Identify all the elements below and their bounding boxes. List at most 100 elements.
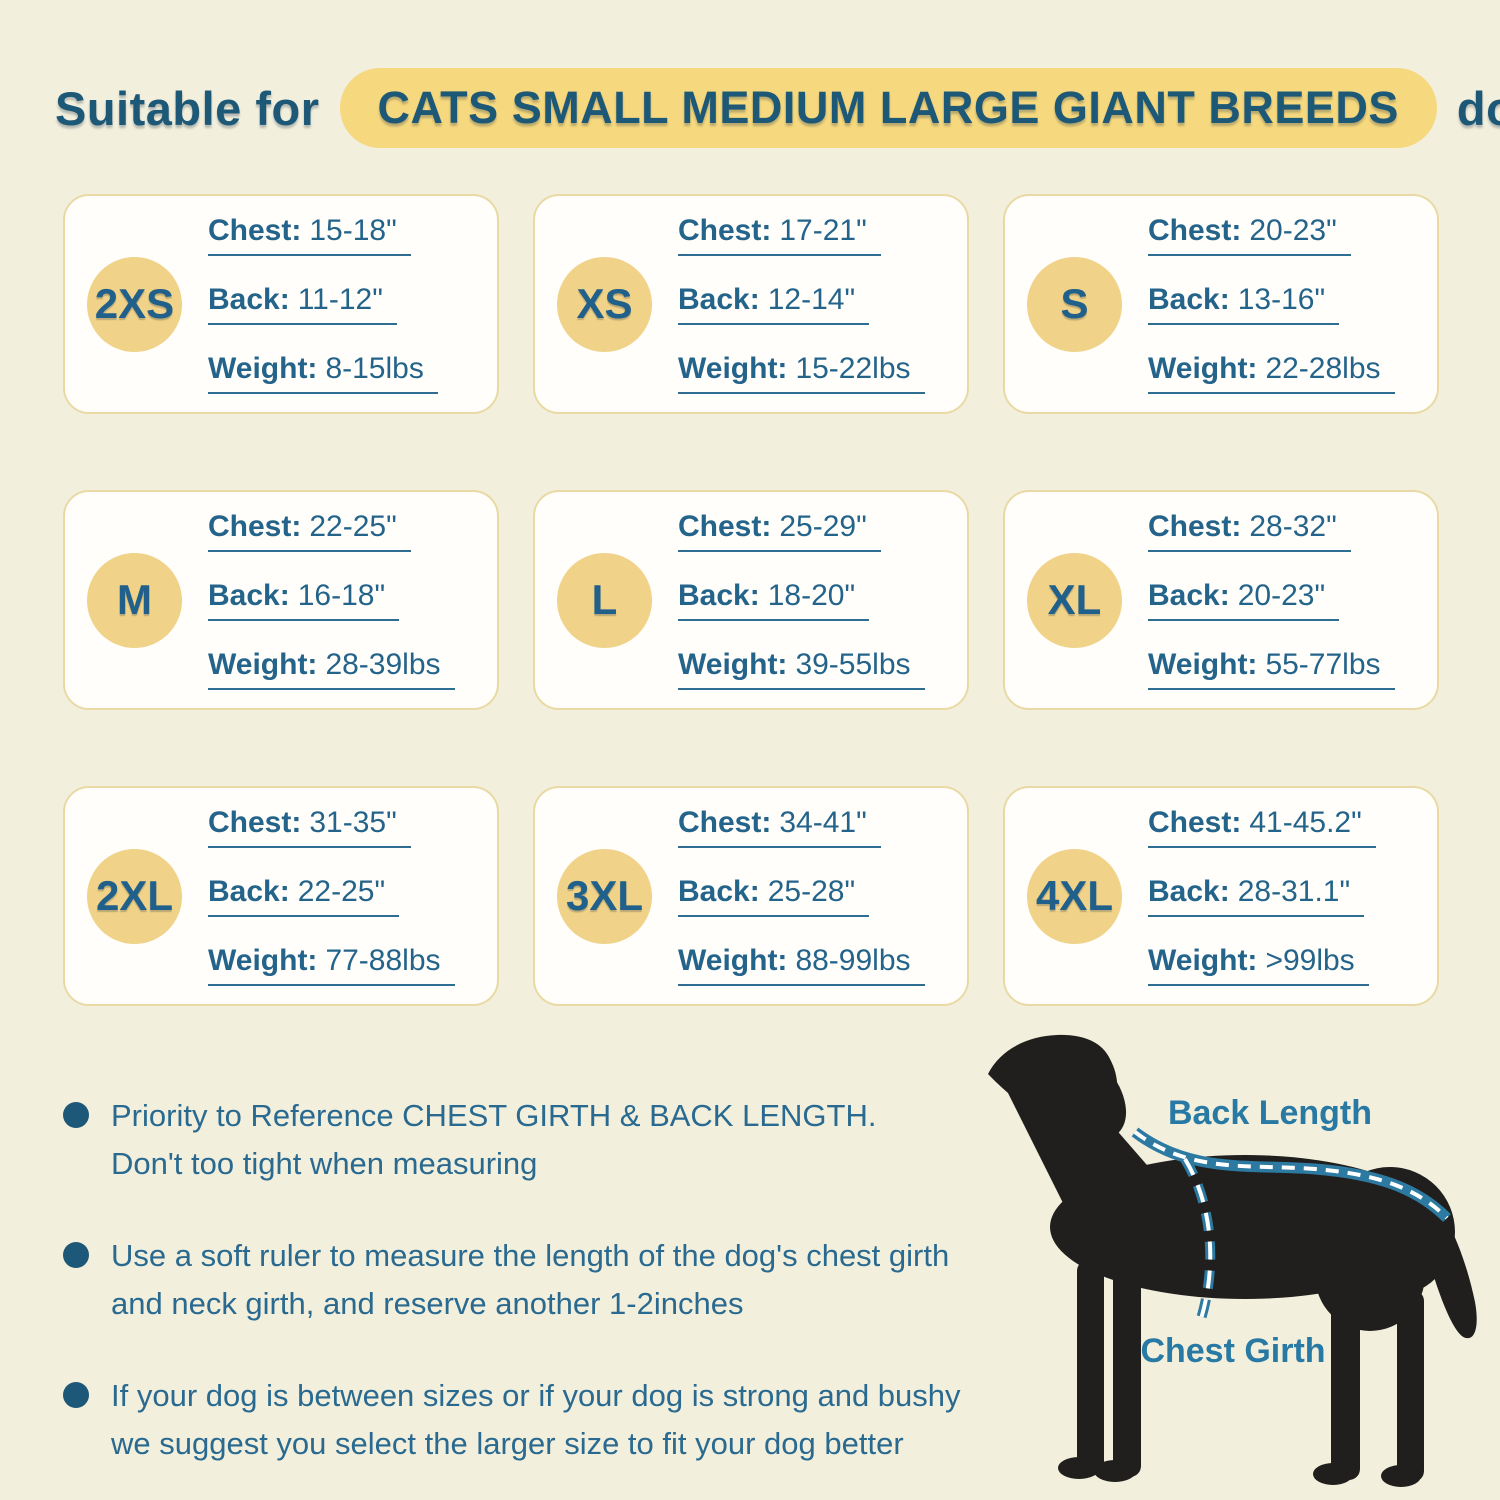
bullet-dot-icon: [63, 1102, 89, 1128]
size-card-4xl: 4XL Chest: 41-45.2" Back: 28-31.1" Weight:…: [1003, 786, 1439, 1006]
chest-value: 17-21": [779, 214, 867, 247]
size-card-2xl: 2XL Chest: 31-35" Back: 22-25" Weight: 77-8…: [63, 786, 499, 1006]
weight-label: Weight:: [678, 352, 788, 385]
back-row: Back: 12-14": [678, 283, 870, 325]
back-label: Back:: [1148, 283, 1230, 316]
chest-value: 22-25": [309, 510, 397, 543]
weight-value: 77-88lbs: [325, 944, 441, 977]
size-badge: L: [557, 552, 652, 648]
back-label: Back:: [678, 283, 760, 316]
chest-value: 20-23": [1249, 214, 1337, 247]
chest-row: Chest: 20-23": [1148, 214, 1351, 256]
back-value: 16-18": [297, 579, 386, 612]
back-length-label: Back Length: [1168, 1094, 1372, 1132]
chest-girth-label: Chest Girth: [1140, 1332, 1325, 1370]
weight-label: Weight:: [208, 352, 318, 385]
weight-label: Weight:: [1148, 944, 1258, 977]
title-suffix: dogs: [1456, 81, 1500, 135]
back-row: Back: 13-16": [1148, 283, 1340, 325]
chest-value: 25-29": [779, 510, 867, 543]
chest-label: Chest:: [208, 214, 302, 247]
size-grid: 2XS Chest: 15-18" Back: 11-12" Weight: 8-15…: [63, 194, 1439, 1006]
size-badge: 4XL: [1027, 848, 1122, 944]
back-label: Back:: [1148, 875, 1230, 908]
dog-silhouette: [988, 1034, 1477, 1487]
weight-label: Weight:: [678, 944, 788, 977]
chest-label: Chest:: [678, 806, 772, 839]
chest-label: Chest:: [208, 510, 302, 543]
back-length-line: [1131, 1127, 1451, 1222]
back-row: Back: 11-12": [208, 283, 397, 325]
size-card-xs: XS Chest: 17-21" Back: 12-14" Weight: 15-22…: [533, 194, 969, 414]
weight-value: 55-77lbs: [1265, 648, 1381, 681]
size-badge: M: [87, 552, 182, 648]
back-row: Back: 28-31.1": [1148, 875, 1365, 917]
chest-row: Chest: 22-25": [208, 510, 411, 552]
weight-row: Weight: 8-15lbs: [208, 352, 438, 394]
weight-row: Weight: 77-88lbs: [208, 944, 455, 986]
weight-row: Weight: 15-22lbs: [678, 352, 925, 394]
back-row: Back: 25-28": [678, 875, 870, 917]
weight-value: 8-15lbs: [325, 352, 424, 385]
note-item: Use a soft ruler to measure the length o…: [63, 1232, 993, 1328]
note-item: Priority to Reference CHEST GIRTH & BACK…: [63, 1092, 993, 1188]
measuring-notes: Priority to Reference CHEST GIRTH & BACK…: [63, 1092, 993, 1468]
back-value: 28-31.1": [1237, 875, 1351, 908]
weight-value: 39-55lbs: [795, 648, 911, 681]
size-badge: XS: [557, 256, 652, 352]
dog-measure-diagram: Back Length Chest Girth: [985, 1032, 1490, 1500]
weight-row: Weight: 88-99lbs: [678, 944, 925, 986]
back-row: Back: 18-20": [678, 579, 870, 621]
note-text: Use a soft ruler to measure the length o…: [111, 1238, 950, 1322]
size-card-xl: XL Chest: 28-32" Back: 20-23" Weight: 55-77…: [1003, 490, 1439, 710]
chest-row: Chest: 28-32": [1148, 510, 1351, 552]
size-badge: XL: [1027, 552, 1122, 648]
weight-label: Weight:: [208, 944, 318, 977]
breeds-pill: CATS SMALL MEDIUM LARGE GIANT BREEDS: [339, 68, 1437, 148]
back-row: Back: 16-18": [208, 579, 400, 621]
back-label: Back:: [208, 283, 290, 316]
weight-label: Weight:: [678, 648, 788, 681]
chest-row: Chest: 25-29": [678, 510, 881, 552]
back-value: 25-28": [767, 875, 856, 908]
size-card-s: S Chest: 20-23" Back: 13-16" Weight: 22-28l…: [1003, 194, 1439, 414]
weight-value: 88-99lbs: [795, 944, 911, 977]
size-badge: 3XL: [557, 848, 652, 944]
chest-row: Chest: 17-21": [678, 214, 881, 256]
chest-label: Chest:: [1148, 510, 1242, 543]
size-badge: 2XS: [87, 256, 182, 352]
title-prefix: Suitable for: [55, 81, 320, 135]
size-badge: S: [1027, 256, 1122, 352]
weight-label: Weight:: [208, 648, 318, 681]
page-title: Suitable for CATS SMALL MEDIUM LARGE GIA…: [55, 68, 1500, 148]
back-row: Back: 20-23": [1148, 579, 1340, 621]
size-card-2xs: 2XS Chest: 15-18" Back: 11-12" Weight: 8-15…: [63, 194, 499, 414]
chest-label: Chest:: [1148, 214, 1242, 247]
size-badge: 2XL: [87, 848, 182, 944]
weight-value: 22-28lbs: [1265, 352, 1381, 385]
weight-label: Weight:: [1148, 352, 1258, 385]
back-label: Back:: [208, 579, 290, 612]
chest-value: 15-18": [309, 214, 397, 247]
weight-value: 15-22lbs: [795, 352, 911, 385]
chest-value: 41-45.2": [1249, 806, 1362, 839]
back-label: Back:: [208, 875, 290, 908]
back-label: Back:: [678, 875, 760, 908]
weight-row: Weight: 28-39lbs: [208, 648, 455, 690]
back-value: 18-20": [767, 579, 856, 612]
size-card-l: L Chest: 25-29" Back: 18-20" Weight: 39-55l…: [533, 490, 969, 710]
dog-illustration: Back Length Chest Girth: [988, 1034, 1477, 1487]
chest-row: Chest: 34-41": [678, 806, 881, 848]
chest-row: Chest: 15-18": [208, 214, 411, 256]
weight-value: 28-39lbs: [325, 648, 441, 681]
chest-label: Chest:: [208, 806, 302, 839]
note-text: Priority to Reference CHEST GIRTH & BACK…: [111, 1098, 877, 1182]
weight-value: >99lbs: [1265, 944, 1355, 977]
back-row: Back: 22-25": [208, 875, 400, 917]
weight-row: Weight: 55-77lbs: [1148, 648, 1395, 690]
back-label: Back:: [678, 579, 760, 612]
size-card-3xl: 3XL Chest: 34-41" Back: 25-28" Weight: 88-9…: [533, 786, 969, 1006]
weight-label: Weight:: [1148, 648, 1258, 681]
chest-row: Chest: 41-45.2": [1148, 806, 1376, 848]
